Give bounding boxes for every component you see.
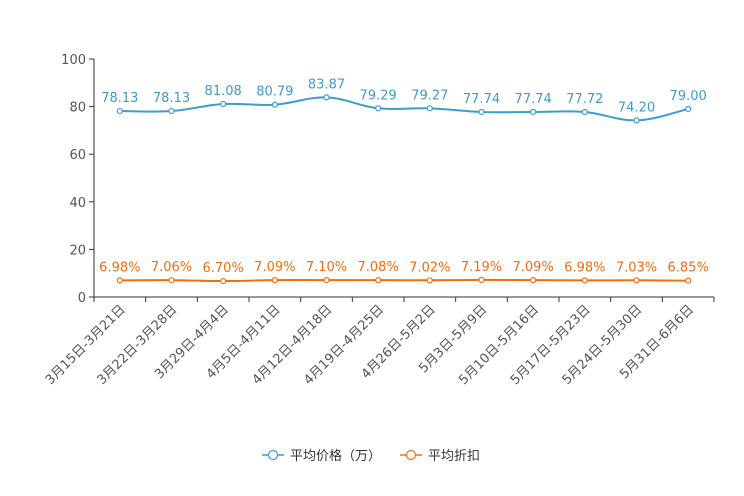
data-point (426, 277, 433, 284)
legend-label: 平均价格（万） (290, 448, 381, 464)
data-label: 79.00 (670, 89, 707, 104)
data-label: 7.08% (358, 260, 399, 275)
series-line-1 (119, 278, 689, 283)
data-point (271, 101, 278, 108)
data-point (530, 277, 537, 284)
data-label: 7.02% (409, 260, 450, 275)
data-label: 83.87 (308, 77, 345, 92)
data-label: 6.85% (668, 261, 709, 276)
data-point (478, 276, 485, 283)
legend-marker-1 (405, 449, 417, 461)
data-label: 81.08 (205, 84, 242, 99)
data-point (220, 100, 227, 108)
data-label: 7.19% (461, 260, 502, 275)
legend-label: 平均折扣 (428, 449, 480, 464)
data-point (478, 108, 485, 116)
data-label: 7.10% (306, 260, 347, 275)
data-label: 6.98% (99, 260, 140, 275)
data-point (685, 105, 692, 113)
data-point (323, 277, 330, 284)
data-point (530, 108, 537, 116)
legend-marker-0 (267, 449, 279, 461)
data-label: 6.70% (203, 261, 244, 276)
y-tick-label: 100 (61, 53, 86, 68)
data-label: 77.74 (515, 92, 552, 107)
y-tick-label: 20 (69, 243, 86, 258)
data-label: 77.74 (463, 92, 500, 107)
data-point (633, 277, 640, 284)
data-label: 78.13 (153, 91, 190, 106)
data-label: 77.72 (566, 92, 603, 107)
data-point (220, 277, 227, 285)
data-point (271, 277, 278, 284)
data-point (685, 277, 692, 284)
data-label: 7.06% (151, 260, 192, 275)
data-point (323, 94, 330, 101)
data-label: 6.98% (564, 260, 605, 275)
series-line-0 (119, 96, 689, 122)
data-point (116, 277, 123, 284)
data-point (375, 277, 382, 284)
data-point (116, 107, 123, 115)
y-tick-label: 60 (69, 148, 86, 163)
data-label: 80.79 (256, 85, 293, 100)
data-label: 74.20 (618, 100, 655, 115)
y-tick-label: 0 (78, 291, 86, 306)
data-label: 7.09% (513, 260, 554, 275)
data-label: 7.03% (616, 260, 657, 275)
y-tick-label: 40 (69, 196, 86, 211)
data-label: 78.13 (101, 91, 138, 106)
data-point (375, 105, 382, 112)
data-point (633, 117, 640, 124)
y-tick-label: 80 (69, 101, 86, 116)
data-point (426, 105, 433, 112)
data-label: 79.27 (411, 88, 448, 103)
data-label: 7.09% (254, 260, 295, 275)
data-point (168, 277, 175, 284)
data-point (581, 277, 588, 284)
data-point (168, 107, 175, 115)
data-label: 79.29 (360, 88, 397, 103)
data-point (581, 108, 588, 116)
